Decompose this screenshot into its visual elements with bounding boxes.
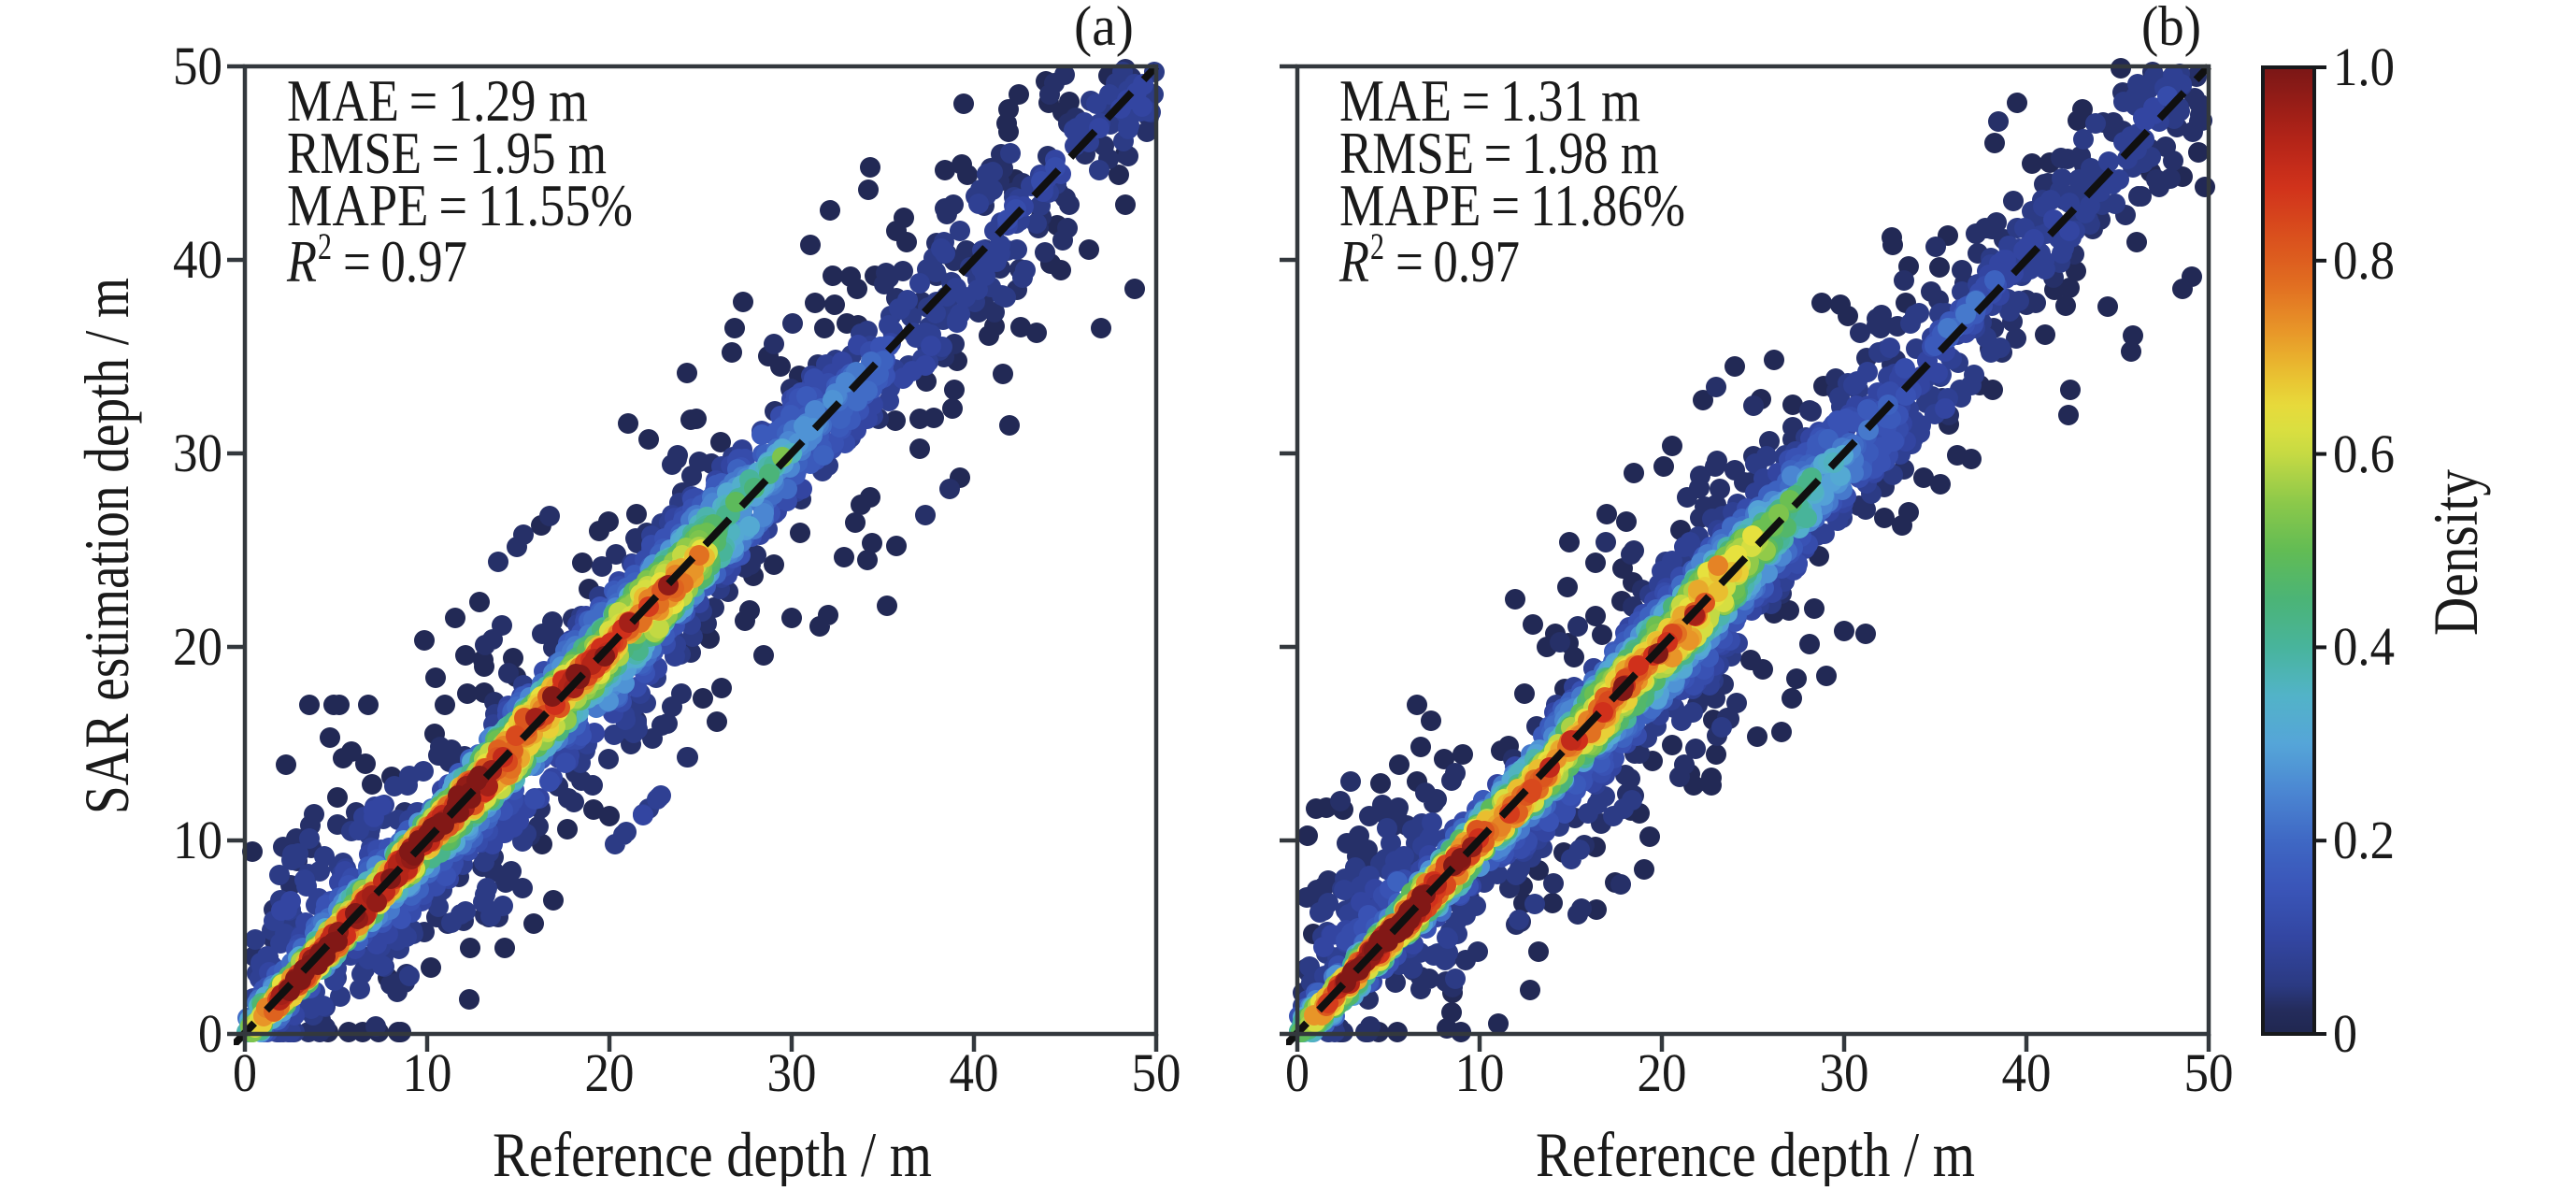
svg-text:10: 10 <box>403 1042 452 1103</box>
svg-text:50: 50 <box>2184 1042 2234 1103</box>
svg-text:MAE = 1.29 m: MAE = 1.29 m <box>287 67 588 134</box>
svg-text:MAPE = 11.55%: MAPE = 11.55% <box>287 172 633 238</box>
svg-text:R: R <box>1338 228 1369 294</box>
svg-text:20: 20 <box>173 616 222 677</box>
svg-text:20: 20 <box>1638 1042 1687 1103</box>
svg-text:0: 0 <box>198 1003 222 1064</box>
svg-text:0.6: 0.6 <box>2333 423 2395 484</box>
svg-text:50: 50 <box>173 36 222 96</box>
svg-text:R: R <box>286 228 317 294</box>
svg-text:RMSE = 1.95 m: RMSE = 1.95 m <box>287 120 607 186</box>
svg-text:0: 0 <box>2333 1003 2357 1064</box>
svg-text:MAPE = 11.86%: MAPE = 11.86% <box>1339 172 1685 238</box>
svg-text:(a): (a) <box>1074 0 1134 57</box>
svg-text:0: 0 <box>233 1042 257 1103</box>
svg-text:MAE = 1.31 m: MAE = 1.31 m <box>1339 67 1640 134</box>
svg-text:2: 2 <box>318 225 332 267</box>
svg-text:Reference depth / m: Reference depth / m <box>493 1119 932 1186</box>
svg-text:2: 2 <box>1370 225 1384 267</box>
svg-text:30: 30 <box>767 1042 817 1103</box>
svg-text:40: 40 <box>173 229 222 290</box>
svg-text:10: 10 <box>1455 1042 1505 1103</box>
svg-text:= 0.97: = 0.97 <box>1395 228 1520 294</box>
svg-text:10: 10 <box>173 810 222 870</box>
svg-text:30: 30 <box>1820 1042 1869 1103</box>
svg-text:(b): (b) <box>2141 0 2201 57</box>
svg-text:Density: Density <box>2420 469 2491 636</box>
svg-text:0.4: 0.4 <box>2333 616 2395 677</box>
svg-text:RMSE = 1.98 m: RMSE = 1.98 m <box>1339 120 1659 186</box>
svg-text:20: 20 <box>585 1042 635 1103</box>
svg-text:0: 0 <box>1285 1042 1309 1103</box>
svg-text:40: 40 <box>950 1042 999 1103</box>
svg-text:SAR estimation depth / m: SAR estimation depth / m <box>71 278 142 814</box>
svg-text:= 0.97: = 0.97 <box>343 228 467 294</box>
svg-text:0.8: 0.8 <box>2333 230 2395 291</box>
svg-text:30: 30 <box>173 423 222 483</box>
svg-text:0.2: 0.2 <box>2333 810 2395 870</box>
svg-text:50: 50 <box>1132 1042 1181 1103</box>
svg-text:Reference depth / m: Reference depth / m <box>1536 1119 1975 1186</box>
svg-text:1.0: 1.0 <box>2333 36 2395 97</box>
svg-text:40: 40 <box>2002 1042 2052 1103</box>
